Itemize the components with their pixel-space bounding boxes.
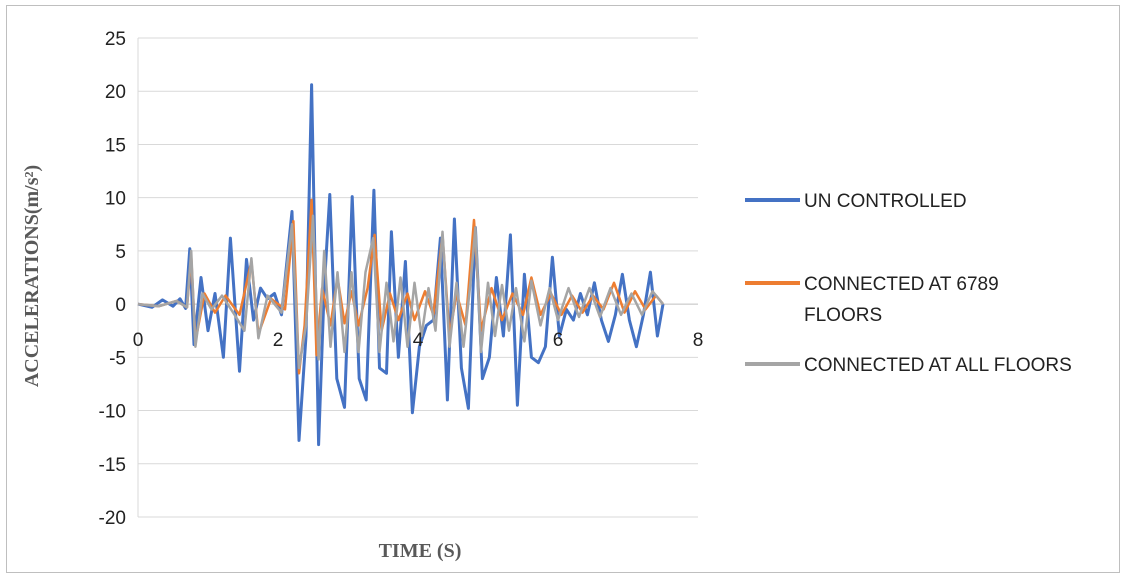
x-tick-label: 4 <box>413 330 424 351</box>
x-tick-label: 2 <box>273 330 284 351</box>
y-tick-label: -20 <box>99 508 126 529</box>
legend-label-uncontrolled: UN CONTROLLED <box>804 191 967 212</box>
series-lines <box>137 83 665 447</box>
legend-label-6789-wrap: FLOORS <box>804 305 882 326</box>
y-tick-label: -10 <box>99 402 126 423</box>
y-tick-label: 5 <box>115 242 126 263</box>
y-tick-label: 0 <box>115 295 126 316</box>
y-tick-label: 15 <box>105 135 126 156</box>
series-uncontrolled <box>137 83 665 447</box>
x-tick-label: 8 <box>693 330 704 351</box>
x-tick-label: 0 <box>133 330 144 351</box>
y-axis-ticks: 25 20 15 10 5 0 -5 -10 -15 -20 <box>99 29 126 529</box>
gridlines <box>137 37 698 518</box>
x-axis-ticks: 0 2 4 6 8 <box>133 330 704 351</box>
x-tick-label: 6 <box>553 330 564 351</box>
series-connected-6789 <box>137 198 664 375</box>
legend-label-all-floors: CONNECTED AT ALL FLOORS <box>804 355 1072 376</box>
y-tick-label: 20 <box>105 82 126 103</box>
series-connected-all-floors <box>137 214 664 370</box>
legend-label-6789: CONNECTED AT 6789 <box>804 274 999 295</box>
y-tick-label: 10 <box>105 189 126 210</box>
y-axis-title: ACCELERATIONS(m/s²) <box>21 165 43 387</box>
y-tick-label: 25 <box>105 29 126 50</box>
legend: UN CONTROLLED CONNECTED AT 6789 FLOORS C… <box>745 191 1072 376</box>
x-axis-title: TIME (S) <box>379 540 462 562</box>
y-tick-label: -5 <box>109 348 126 369</box>
y-tick-label: -15 <box>99 455 126 476</box>
